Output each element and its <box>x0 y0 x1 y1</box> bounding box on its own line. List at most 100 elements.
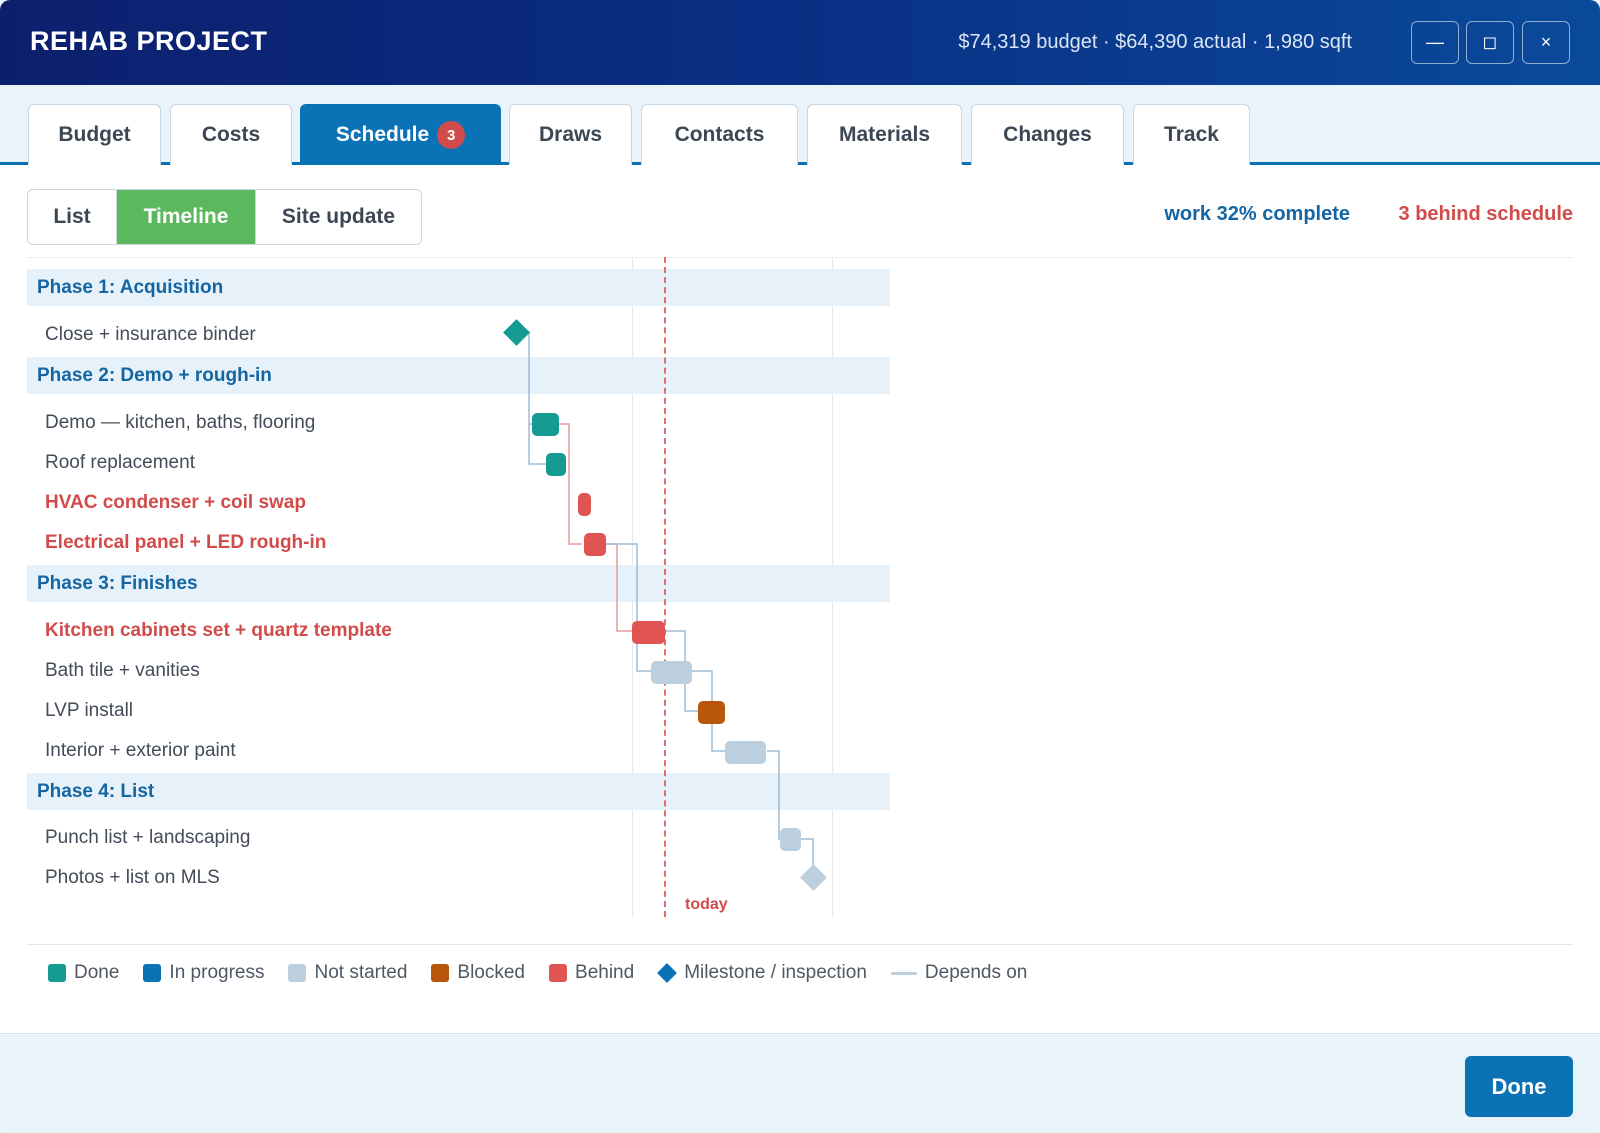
tab-label: Costs <box>201 123 261 146</box>
work-progress: work 32% complete <box>1164 203 1350 225</box>
view-list-button[interactable]: List <box>28 190 117 244</box>
gantt-timeline: Phase 1: Acquisition Phase 2: Demo + rou… <box>27 257 1573 917</box>
timeline-top-border <box>27 257 1573 258</box>
tab-label: Track <box>1164 123 1219 146</box>
maximize-button[interactable]: ◻ <box>1466 21 1514 64</box>
legend-label: In progress <box>169 962 265 983</box>
task-label: Electrical panel + LED rough-in <box>45 532 327 553</box>
tab-label: Draws <box>538 123 603 146</box>
tab-label: Contacts <box>674 123 765 146</box>
phase-header: Phase 4: List <box>27 773 890 810</box>
legend-label: Not started <box>314 962 408 983</box>
title-bar: REHAB PROJECT $74,319 budget · $64,390 a… <box>0 0 1600 85</box>
task-bar-electrical[interactable] <box>584 533 606 556</box>
maximize-icon: ◻ <box>1482 32 1498 52</box>
task-label: Photos + list on MLS <box>45 867 220 888</box>
tab-changes[interactable]: Changes <box>971 104 1124 165</box>
minimize-icon: — <box>1426 32 1444 52</box>
legend-item-depends-on: Depends on <box>890 962 1028 984</box>
legend-item-blocked: Blocked <box>431 962 525 984</box>
view-toggle: List Timeline Site update <box>27 189 422 245</box>
dependency-lines <box>528 331 814 871</box>
in-progress-swatch <box>143 964 162 982</box>
task-bar-kitchen-cabinets[interactable] <box>632 621 665 644</box>
tab-costs[interactable]: Costs <box>170 104 292 165</box>
schedule-alert-badge: 3 <box>437 121 466 149</box>
tab-budget[interactable]: Budget <box>28 104 161 165</box>
close-button[interactable]: × <box>1522 21 1570 64</box>
today-marker <box>664 257 666 917</box>
legend-label: Done <box>74 962 120 983</box>
task-label: Punch list + landscaping <box>45 827 251 848</box>
task-label: Roof replacement <box>45 452 195 473</box>
done-button[interactable]: Done <box>1465 1056 1573 1117</box>
behind-swatch <box>549 964 568 982</box>
task-label: Close + insurance binder <box>45 324 256 345</box>
legend-label: Depends on <box>924 962 1028 983</box>
task-bar-demo[interactable] <box>532 413 559 436</box>
legend: Done In progress Not started Blocked Beh… <box>48 962 1027 984</box>
legend-item-done: Done <box>48 962 119 984</box>
task-bar-hvac[interactable] <box>578 493 591 516</box>
dependency-line <box>801 838 814 871</box>
view-site-update-button[interactable]: Site update <box>281 205 396 228</box>
tab-label: Schedule <box>335 123 430 146</box>
legend-item-milestone: Milestone / inspection <box>657 962 867 984</box>
dependency-line <box>558 423 582 545</box>
phase-header: Phase 1: Acquisition <box>27 269 890 306</box>
tab-label: Budget <box>58 123 131 146</box>
task-label: HVAC condenser + coil swap <box>45 492 306 513</box>
phase-label: Phase 2: Demo + rough-in <box>37 365 272 386</box>
diamond-icon <box>657 963 678 983</box>
not-started-swatch <box>288 964 307 982</box>
dependency-line <box>528 331 539 425</box>
dependency-line <box>595 543 652 672</box>
task-label: Bath tile + vanities <box>45 660 200 681</box>
tab-track[interactable]: Track <box>1133 104 1250 165</box>
task-bar-lvp[interactable] <box>698 701 725 724</box>
tab-label: Changes <box>1003 123 1092 146</box>
tab-materials[interactable]: Materials <box>807 104 962 165</box>
phase-header: Phase 3: Finishes <box>27 565 890 602</box>
legend-label: Blocked <box>457 962 526 983</box>
done-swatch <box>48 964 66 982</box>
task-bar-bath-tile[interactable] <box>651 661 692 684</box>
legend-item-behind: Behind <box>549 962 634 984</box>
phase-label: Phase 4: List <box>37 781 155 802</box>
tab-schedule[interactable]: Schedule 3 <box>300 104 501 165</box>
dependency-line <box>528 424 548 465</box>
legend-label: Behind <box>575 962 635 983</box>
dependency-line <box>595 543 632 632</box>
dependency-line <box>767 750 787 840</box>
task-label: Interior + exterior paint <box>45 740 236 761</box>
view-timeline-button[interactable]: Timeline <box>117 190 256 244</box>
schedule-panel: List Timeline Site update work 32% compl… <box>0 165 1600 1033</box>
blocked-swatch <box>431 964 450 982</box>
close-icon: × <box>1540 32 1552 52</box>
phase-label: Phase 1: Acquisition <box>37 277 224 298</box>
window-title: REHAB PROJECT <box>30 26 268 56</box>
task-bar-punch-list[interactable] <box>780 828 801 851</box>
minimize-button[interactable]: — <box>1411 21 1459 64</box>
legend-divider <box>27 944 1573 945</box>
dialog-footer: Done <box>0 1033 1600 1133</box>
legend-item-in-progress: In progress <box>143 962 264 984</box>
tab-contacts[interactable]: Contacts <box>641 104 798 165</box>
legend-label: Milestone / inspection <box>684 962 867 983</box>
task-bar-roof[interactable] <box>546 453 566 476</box>
phase-header: Phase 2: Demo + rough-in <box>27 357 890 394</box>
task-label: LVP install <box>45 700 134 721</box>
tab-label: Materials <box>838 123 931 146</box>
tab-draws[interactable]: Draws <box>509 104 632 165</box>
tab-bar: Budget Costs Schedule 3 Draws Contacts M… <box>0 85 1600 165</box>
phase-label: Phase 3: Finishes <box>37 573 198 594</box>
project-summary: $74,319 budget · $64,390 actual · 1,980 … <box>958 31 1352 53</box>
dependency-line-icon <box>890 971 917 975</box>
task-label: Demo — kitchen, baths, flooring <box>45 412 316 433</box>
task-bar-paint[interactable] <box>725 741 766 764</box>
behind-schedule-count: 3 behind schedule <box>1398 203 1573 225</box>
task-label: Kitchen cabinets set + quartz template <box>45 620 392 641</box>
today-label: today <box>685 896 728 913</box>
legend-item-not-started: Not started <box>288 962 407 984</box>
